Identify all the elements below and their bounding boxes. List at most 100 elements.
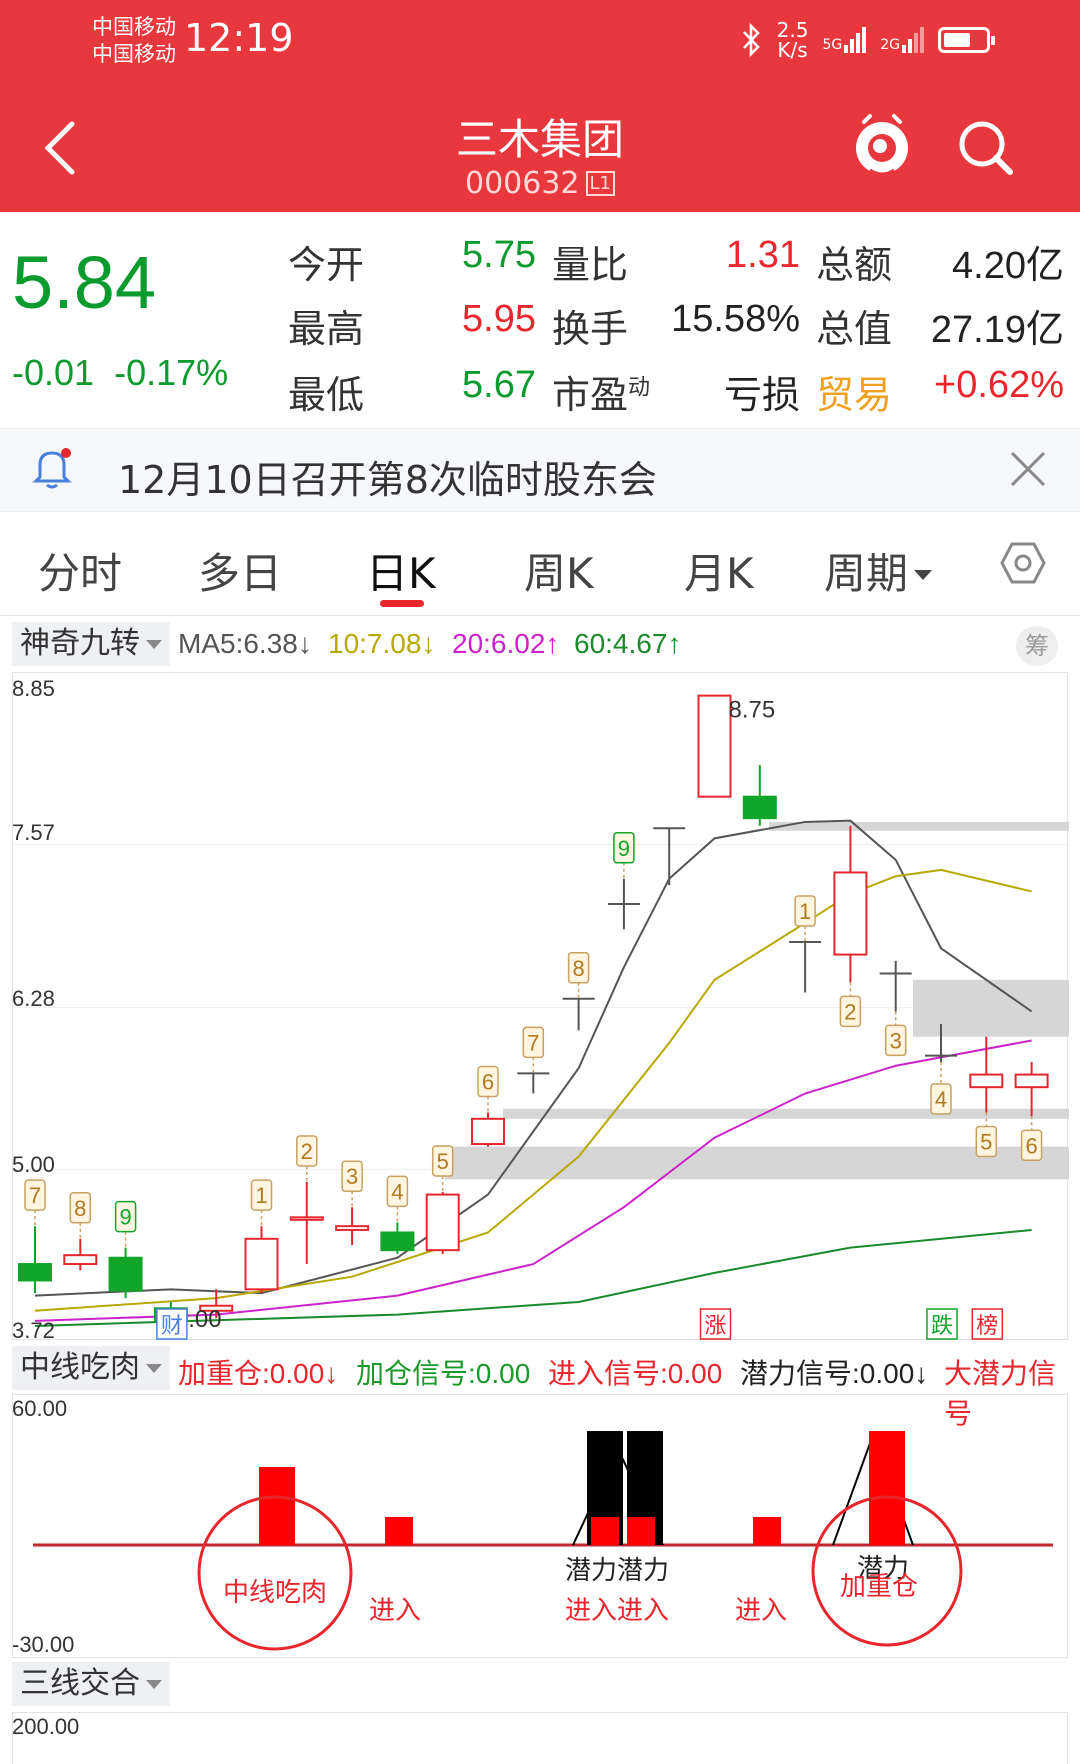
nine-turn-count-badge: [839, 995, 862, 1028]
battery-icon: [938, 27, 995, 53]
nine-turn-count: 4: [935, 1087, 947, 1112]
value-amount: 4.20亿: [952, 245, 1064, 287]
stock-name: 三木集团: [455, 115, 624, 164]
nine-turn-count: 7: [29, 1183, 41, 1208]
support-band: [503, 1108, 1069, 1119]
chevron-down-icon: [914, 570, 933, 580]
settings-icon[interactable]: [1000, 540, 1046, 586]
highlight-circle: [811, 1495, 963, 1647]
chip-distribution-button[interactable]: 筹: [1016, 626, 1058, 666]
mid-indicator-label: 中线吃肉: [20, 1350, 140, 1385]
nine-turn-count-badge: [884, 1024, 907, 1057]
highlight-circle: [197, 1495, 353, 1651]
nine-turn-count: 3: [890, 1028, 902, 1053]
support-band: [445, 1146, 1069, 1180]
back-arrow-icon[interactable]: [40, 118, 80, 178]
nine-turn-count-badge: [431, 1145, 454, 1177]
kline-indicator-dropdown[interactable]: 神奇九转: [12, 622, 170, 666]
quote-panel: 5.84 -0.01 -0.17% 今开 最高 最低 5.75 5.95 5.6…: [0, 212, 1080, 428]
signal-add: 加仓信号:0.00: [356, 1358, 531, 1389]
label-market-cap: 总值: [816, 307, 893, 351]
value-high: 5.95: [462, 298, 536, 340]
nine-turn-count: 8: [572, 956, 584, 981]
candle-body: [471, 1117, 505, 1146]
current-price: 5.84: [12, 241, 157, 324]
nine-turn-count: 9: [119, 1205, 131, 1230]
candle-body: [425, 1193, 460, 1252]
nine-turn-count-badge: [24, 1179, 46, 1211]
nine-turn-count-badge: [567, 952, 590, 984]
candle-body: [969, 1073, 1004, 1089]
nine-turn-count-badge: [794, 895, 816, 927]
label-pe: 市盈动: [552, 364, 650, 419]
nine-turn-count-badge: [1020, 1129, 1043, 1162]
status-time: 12:19: [184, 16, 294, 60]
label-low: 最低: [288, 373, 365, 417]
value-market-cap: 27.19亿: [930, 309, 1064, 351]
carrier-2: 中国移动: [92, 42, 176, 66]
signal-heavy: 加重仓:0.00↓: [178, 1358, 339, 1389]
carrier-1: 中国移动: [92, 15, 176, 39]
mid-y-bottom: -30.00: [12, 1632, 75, 1657]
kline-chart[interactable]: 7 8 9 1 2 3 4 5 6 7 8 9 1 2 3 4 5 6 8.75 4.00 财涨跌榜: [12, 672, 1069, 1340]
value-turnover: 15.58%: [671, 298, 800, 340]
bell-icon: [32, 448, 72, 489]
signal-bar: [627, 1517, 655, 1545]
label-enter-4: 进入: [735, 1595, 787, 1625]
tab-period-label: 周期: [824, 549, 909, 598]
tab-period[interactable]: 周期: [824, 540, 933, 601]
candle-body: [63, 1254, 98, 1266]
chevron-down-icon: [146, 1680, 162, 1689]
carrier-labels: 中国移动 中国移动: [92, 14, 176, 68]
tab-multi-day[interactable]: 多日: [198, 549, 283, 598]
tab-weekly-k[interactable]: 周K: [524, 549, 594, 598]
label-potential-2: 潜力: [857, 1553, 909, 1583]
tab-monthly-k[interactable]: 月K: [684, 549, 754, 598]
label-sector[interactable]: 贸易: [816, 373, 893, 417]
label-heavy-position: 加重仓: [840, 1571, 918, 1601]
signal-bar: [869, 1431, 905, 1545]
value-volume-ratio: 1.31: [726, 234, 800, 276]
search-icon[interactable]: [956, 118, 1016, 178]
value-open: 5.75: [462, 234, 536, 276]
ma20-line: [34, 1039, 1032, 1322]
candle-body: [244, 1237, 279, 1291]
event-tag: 涨: [704, 1313, 726, 1338]
tab-daily-k[interactable]: 日K: [366, 549, 436, 598]
y-label-3: 6.28: [12, 986, 55, 1011]
chevron-down-icon: [146, 640, 162, 649]
nine-turn-count: 2: [301, 1139, 313, 1164]
close-icon[interactable]: [1008, 449, 1048, 489]
nine-turn-count: 9: [618, 836, 630, 861]
label-zhongxian: 中线吃肉: [223, 1577, 327, 1607]
event-tag: 榜: [976, 1313, 998, 1338]
candle-body: [742, 795, 777, 820]
mid-indicator-chart[interactable]: 中线吃肉 进入 潜力潜力 进入进入 进入 潜力 加重仓: [12, 1394, 1068, 1658]
app-header: 中国移动 中国移动 12:19 2.5 K/s 5G 2G 三木集团 00063…: [0, 0, 1080, 212]
signal-big-potential: 大潜力信号: [944, 1358, 1057, 1429]
event-tag: 跌: [931, 1313, 953, 1338]
tri-indicator-dropdown[interactable]: 三线交合: [12, 1662, 170, 1706]
ma20-value: 20:6.02↑: [452, 628, 560, 659]
label-pe-text: 市盈: [552, 373, 629, 417]
candle-body: [380, 1231, 415, 1252]
label-potential: 潜力潜力: [565, 1555, 669, 1585]
nine-turn-count: 3: [346, 1164, 358, 1189]
mid-indicator-dropdown[interactable]: 中线吃肉: [12, 1346, 170, 1390]
nine-turn-count-badge: [341, 1160, 363, 1192]
mascot-icon[interactable]: [850, 110, 914, 180]
nine-turn-count-badge: [386, 1175, 409, 1208]
tab-intraday[interactable]: 分时: [38, 549, 123, 598]
nine-turn-count: 5: [437, 1149, 449, 1174]
label-open: 今开: [288, 243, 365, 287]
support-band: [913, 979, 1069, 1037]
candle-body: [697, 694, 732, 798]
label-enter-1: 进入: [369, 1595, 421, 1625]
notice-bar[interactable]: 12月10日召开第8次临时股东会: [0, 428, 1080, 512]
event-tag: 财: [161, 1313, 183, 1338]
price-change: -0.01 -0.17%: [12, 352, 228, 394]
tri-indicator-chart[interactable]: [12, 1712, 1068, 1764]
nine-turn-count-badge: [69, 1192, 92, 1224]
label-turnover: 换手: [552, 307, 629, 351]
